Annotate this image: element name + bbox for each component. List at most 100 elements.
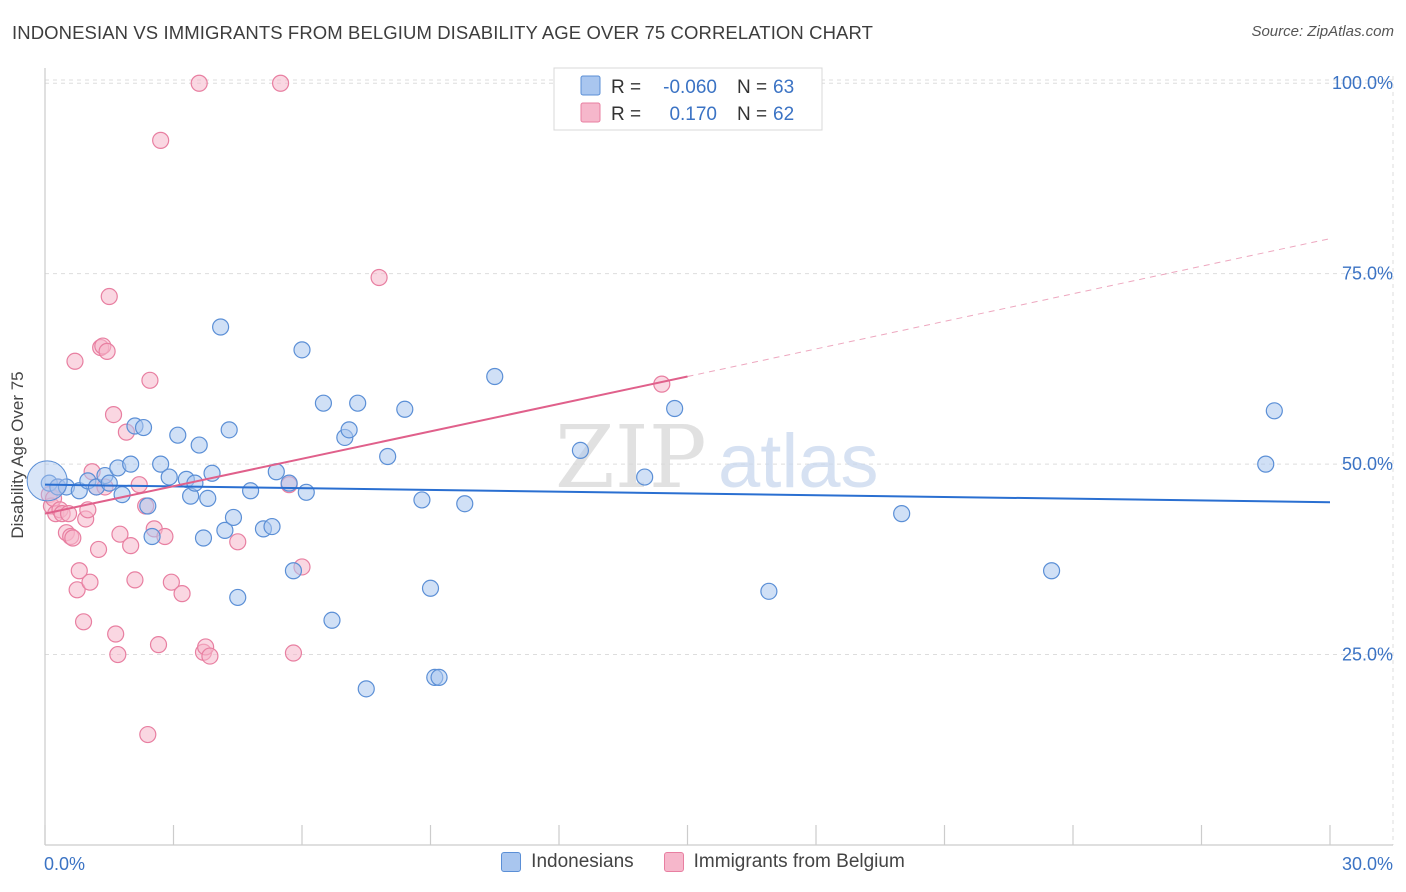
indonesians-trend-line: [44, 483, 1331, 504]
bottom-legend-swatch-belgium: [663, 852, 684, 872]
belgium-point: [173, 585, 191, 603]
indonesian-point: [113, 485, 131, 504]
belgium-point: [89, 540, 108, 559]
y-tick-label-2: 75.0%: [1342, 264, 1393, 284]
indonesian-point: [1257, 455, 1275, 473]
belgium-point: [130, 476, 148, 494]
indonesian-point: [216, 521, 234, 539]
indonesian-point: [242, 482, 260, 500]
y-axis-label: Disability Age Over 75: [8, 371, 27, 539]
belgium-point: [109, 645, 127, 664]
indonesian-point: [379, 447, 397, 466]
belgium-point: [98, 342, 116, 360]
indonesian-point: [323, 611, 341, 629]
indonesian-point: [122, 455, 140, 473]
belgium-point: [122, 537, 140, 555]
indonesian-point: [430, 668, 448, 687]
indonesian-point: [357, 680, 375, 698]
legend-r-value-2: 0.170: [669, 104, 717, 125]
belgium-point: [229, 533, 247, 551]
belgium-point: [162, 573, 180, 591]
indonesian-point: [100, 474, 118, 492]
indonesian-point: [190, 436, 208, 454]
belgium-point: [370, 268, 388, 287]
indonesian-point: [143, 527, 161, 546]
grid-lines: [45, 76, 1394, 845]
belgium-point: [190, 74, 208, 92]
indonesian-point: [421, 579, 440, 597]
belgium-point: [74, 613, 93, 631]
bottom-legend-label-indonesians: Indonesians: [531, 851, 634, 872]
indonesian-point: [263, 517, 281, 536]
watermark-atlas: atlas: [718, 419, 879, 504]
legend-n-label-2: N =: [737, 104, 767, 125]
legend-n-label-1: N =: [737, 77, 767, 98]
belgium-point: [149, 636, 168, 654]
indonesian-point: [199, 489, 217, 507]
belgium-point: [68, 581, 86, 599]
bottom-legend-indonesians: Indonesians: [501, 851, 634, 873]
belgium-trend-line: [44, 375, 688, 515]
indonesian-point: [314, 394, 333, 412]
legend-n-value-2: 62: [773, 104, 794, 125]
axes: [44, 68, 1393, 846]
source-label: Source: ZipAtlas.com: [1251, 23, 1394, 40]
belgium-point: [66, 352, 84, 370]
indonesian-point: [169, 426, 187, 444]
belgium-point: [100, 287, 118, 306]
indonesian-point: [194, 529, 213, 547]
belgium-point: [81, 573, 99, 591]
belgium-point: [139, 725, 157, 744]
indonesian-point: [571, 441, 590, 460]
legend-r-label-1: R =: [611, 77, 641, 98]
x-tick-label-1: 30.0%: [1342, 854, 1393, 874]
indonesian-point: [220, 421, 238, 439]
legend-swatch-indonesians: [580, 75, 601, 96]
indonesian-point: [212, 318, 230, 336]
indonesian-point: [893, 505, 911, 523]
bottom-legend-belgium: Immigrants from Belgium: [663, 851, 905, 873]
tick-labels: 25.0% 50.0% 75.0% 100.0% 0.0% 30.0%: [44, 73, 1393, 874]
belgium-point: [271, 74, 290, 92]
indonesian-point: [139, 497, 157, 515]
indonesian-point: [1265, 402, 1283, 420]
y-tick-label-1: 50.0%: [1342, 454, 1393, 474]
indonesian-point: [349, 394, 367, 412]
legend-r-label-2: R =: [611, 104, 641, 125]
belgium-point: [152, 131, 170, 149]
y-tick-label-0: 25.0%: [1342, 645, 1393, 665]
indonesian-point: [297, 483, 315, 501]
stats-legend: R = -0.060 N = 63 R = 0.170 N = 62: [553, 67, 823, 131]
trend-lines: [44, 238, 1331, 515]
indonesian-point: [486, 367, 504, 386]
belgium-point: [70, 562, 88, 580]
belgium-point: [107, 625, 125, 643]
indonesian-point: [224, 508, 243, 527]
indonesian-point: [1042, 562, 1061, 580]
legend-swatch-belgium: [580, 102, 601, 123]
indonesian-point: [636, 468, 654, 486]
belgium-point: [126, 571, 144, 589]
indonesian-point: [456, 495, 474, 513]
indonesian-point: [134, 418, 153, 437]
indonesian-cluster-point: [26, 460, 68, 502]
legend-r-value-1: -0.060: [663, 77, 717, 98]
bottom-legend-swatch-indonesians: [501, 852, 522, 872]
indonesian-point: [413, 491, 431, 509]
y-tick-label-3: 100.0%: [1332, 73, 1393, 93]
belgium-point: [64, 529, 82, 547]
belgium-point: [201, 647, 219, 665]
indonesian-point: [293, 341, 311, 359]
belgium-point: [141, 371, 159, 389]
indonesian-point: [284, 562, 303, 580]
indonesian-point: [666, 399, 684, 418]
belgium-point: [104, 406, 123, 424]
x-tick-label-0: 0.0%: [44, 854, 85, 874]
indonesian-point: [229, 588, 247, 607]
belgium-point: [284, 644, 303, 662]
chart-title: INDONESIAN VS IMMIGRANTS FROM BELGIUM DI…: [12, 22, 874, 43]
indonesian-point: [160, 468, 178, 486]
indonesian-point: [760, 582, 778, 600]
belgium-trend-line-projected: [687, 238, 1331, 378]
